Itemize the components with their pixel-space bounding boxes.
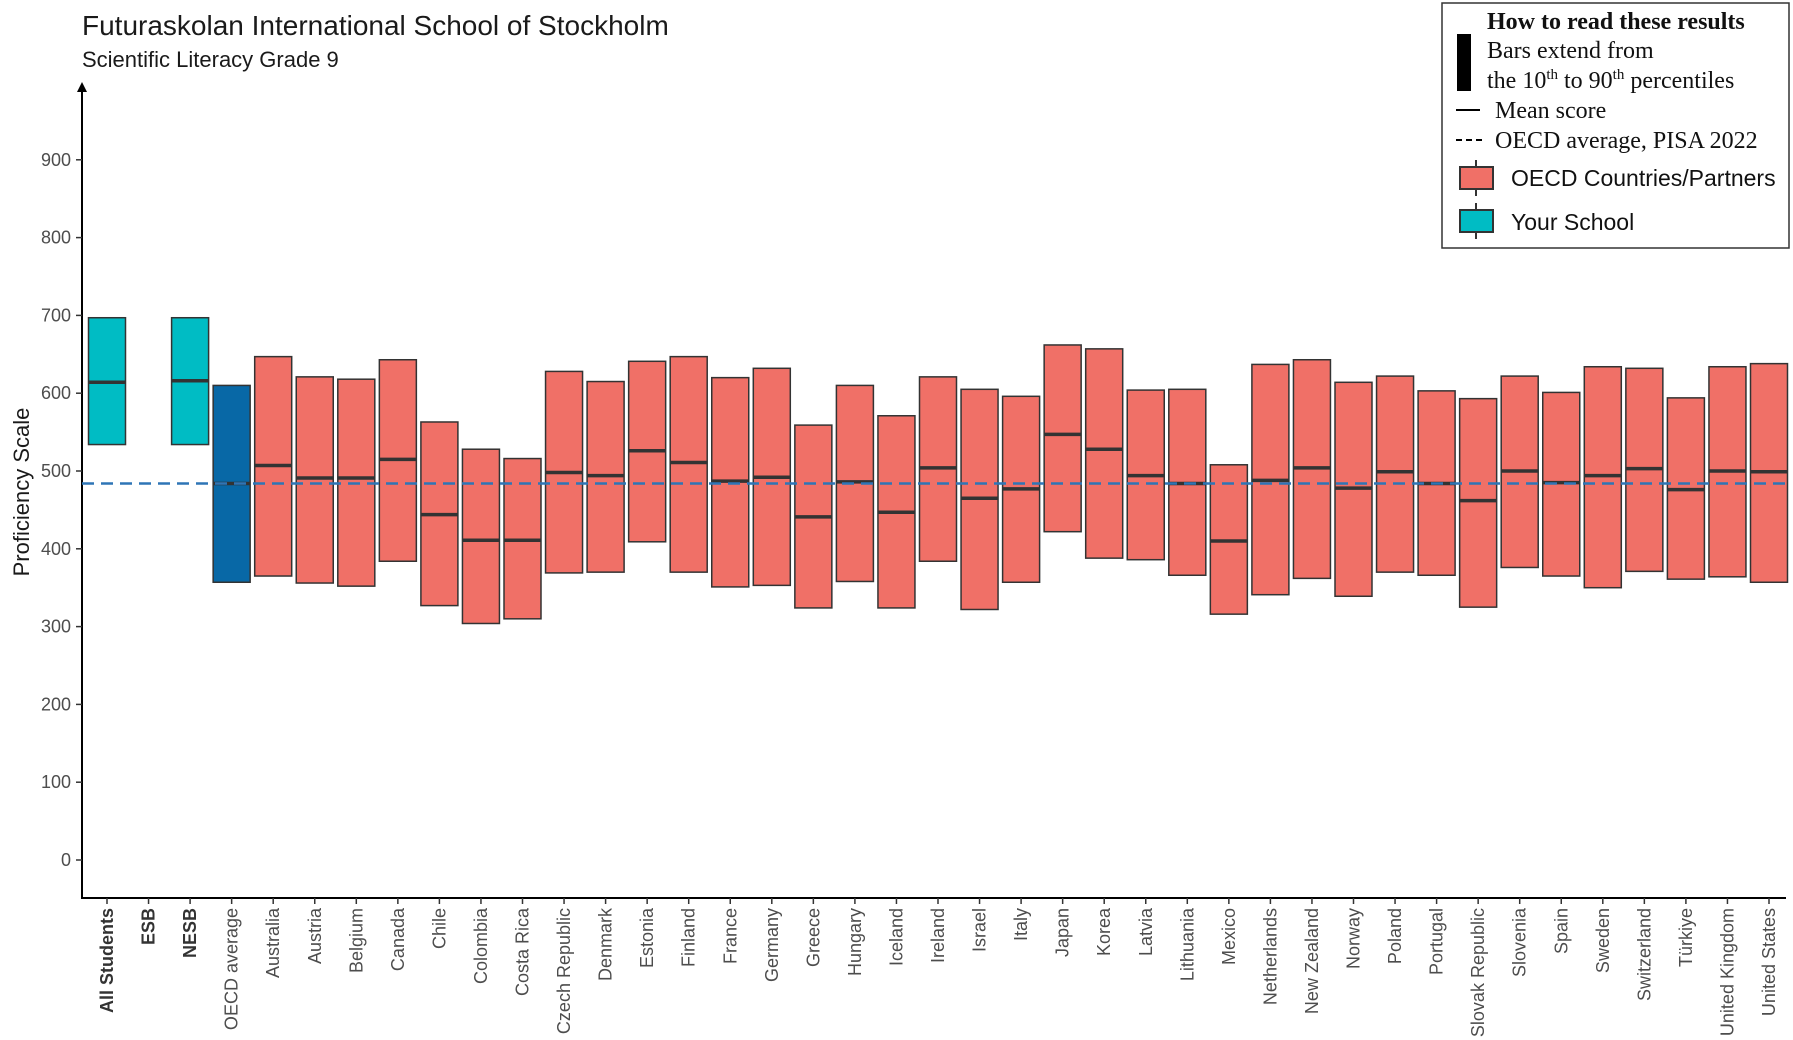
x-tick-label: Norway: [1344, 908, 1364, 969]
legend-mean-label: Mean score: [1495, 98, 1606, 124]
bar: [1458, 397, 1498, 608]
y-axis-label: Proficiency Scale: [9, 408, 34, 577]
chart-title: Futuraskolan International School of Sto…: [82, 10, 669, 41]
y-tick-label: 300: [41, 617, 71, 637]
x-tick-label: Lithuania: [1177, 907, 1197, 981]
y-axis: 0 100 200 300 400 500 600 700 800 900: [41, 82, 87, 898]
x-tick-label: United States: [1759, 908, 1779, 1016]
x-tick-label: Finland: [679, 908, 699, 967]
x-ticks: All Students ESB NESB OECD average Australia…: [97, 898, 1779, 1037]
bar: [1043, 344, 1082, 533]
bar: [461, 448, 501, 625]
y-tick-label: 200: [41, 694, 71, 714]
bar: [1375, 375, 1415, 573]
legend-school-label: Your School: [1511, 209, 1634, 235]
x-tick-label: Portugal: [1427, 908, 1447, 975]
x-tick-label: Czech Republic: [554, 908, 574, 1034]
y-tick-label: 800: [41, 228, 71, 248]
legend-oecd-label: OECD average, PISA 2022: [1495, 128, 1758, 154]
bar: [1084, 348, 1124, 559]
legend: How to read these results Bars extend fr…: [1441, 2, 1790, 249]
x-tick-label: Sweden: [1593, 908, 1613, 973]
x-tick-label: Chile: [429, 908, 449, 949]
legend-bar-swatch: [1457, 34, 1471, 91]
x-tick-label: Iceland: [886, 908, 906, 966]
x-tick-label: Costa Rica: [513, 907, 533, 996]
legend-countries-swatch: [1459, 166, 1494, 190]
y-tick-label: 500: [41, 461, 71, 481]
x-tick-label: Belgium: [346, 908, 366, 973]
legend-school-swatch: [1459, 209, 1494, 233]
x-tick-label: Germany: [762, 908, 782, 982]
x-tick-label: Israel: [970, 908, 990, 952]
y-axis-arrow-icon: [77, 82, 87, 92]
x-tick-label: Netherlands: [1260, 908, 1280, 1005]
x-tick-label: Canada: [388, 907, 408, 971]
legend-countries-label: OECD Countries/Partners: [1511, 165, 1776, 191]
y-tick-label: 100: [41, 772, 71, 792]
x-tick-label: Colombia: [471, 907, 491, 984]
x-tick-label: Slovak Republic: [1468, 908, 1488, 1037]
legend-bars-line2: the 10th to 90th percentiles: [1487, 67, 1734, 94]
x-tick-label: Switzerland: [1634, 908, 1654, 1001]
x-tick-label: All Students: [97, 908, 117, 1013]
legend-frame: [1441, 2, 1790, 249]
x-tick-label: Mexico: [1219, 908, 1239, 965]
bars: [87, 316, 1789, 625]
x-tick-label: Austria: [305, 907, 325, 964]
x-tick-label: NESB: [180, 908, 200, 958]
y-tick-label: 0: [61, 850, 71, 870]
y-tick-label: 900: [41, 150, 71, 170]
y-ticks: 0 100 200 300 400 500 600 700 800 900: [41, 150, 82, 870]
bar: [669, 355, 708, 573]
x-tick-label: Korea: [1094, 907, 1114, 956]
y-tick-label: 600: [41, 383, 71, 403]
x-tick-label: Denmark: [596, 907, 616, 981]
y-tick-label: 700: [41, 305, 71, 325]
x-tick-label: Spain: [1551, 908, 1571, 954]
chart-subtitle: Scientific Literacy Grade 9: [82, 47, 339, 72]
x-tick-label: United Kingdom: [1717, 908, 1737, 1036]
x-tick-label: Greece: [803, 908, 823, 967]
bar: [295, 376, 334, 584]
y-tick-label: 400: [41, 539, 71, 559]
legend-heading: How to read these results: [1487, 9, 1745, 35]
x-tick-label: Latvia: [1136, 907, 1156, 956]
x-tick-label: Türkiye: [1676, 908, 1696, 967]
x-tick-label: Hungary: [845, 908, 865, 976]
x-tick-label: Japan: [1053, 908, 1073, 957]
legend-bars-line1: Bars extend from: [1487, 38, 1654, 64]
x-tick-label: France: [720, 908, 740, 964]
x-tick-label: Ireland: [928, 908, 948, 963]
x-tick-label: Estonia: [637, 907, 657, 968]
x-tick-label: OECD average: [222, 908, 242, 1030]
x-tick-label: Poland: [1385, 908, 1405, 964]
x-tick-label: Slovenia: [1510, 907, 1530, 977]
x-tick-label: Italy: [1011, 908, 1031, 941]
x-tick-label: ESB: [139, 908, 159, 945]
x-tick-label: New Zealand: [1302, 908, 1322, 1014]
x-tick-label: Australia: [263, 907, 283, 978]
